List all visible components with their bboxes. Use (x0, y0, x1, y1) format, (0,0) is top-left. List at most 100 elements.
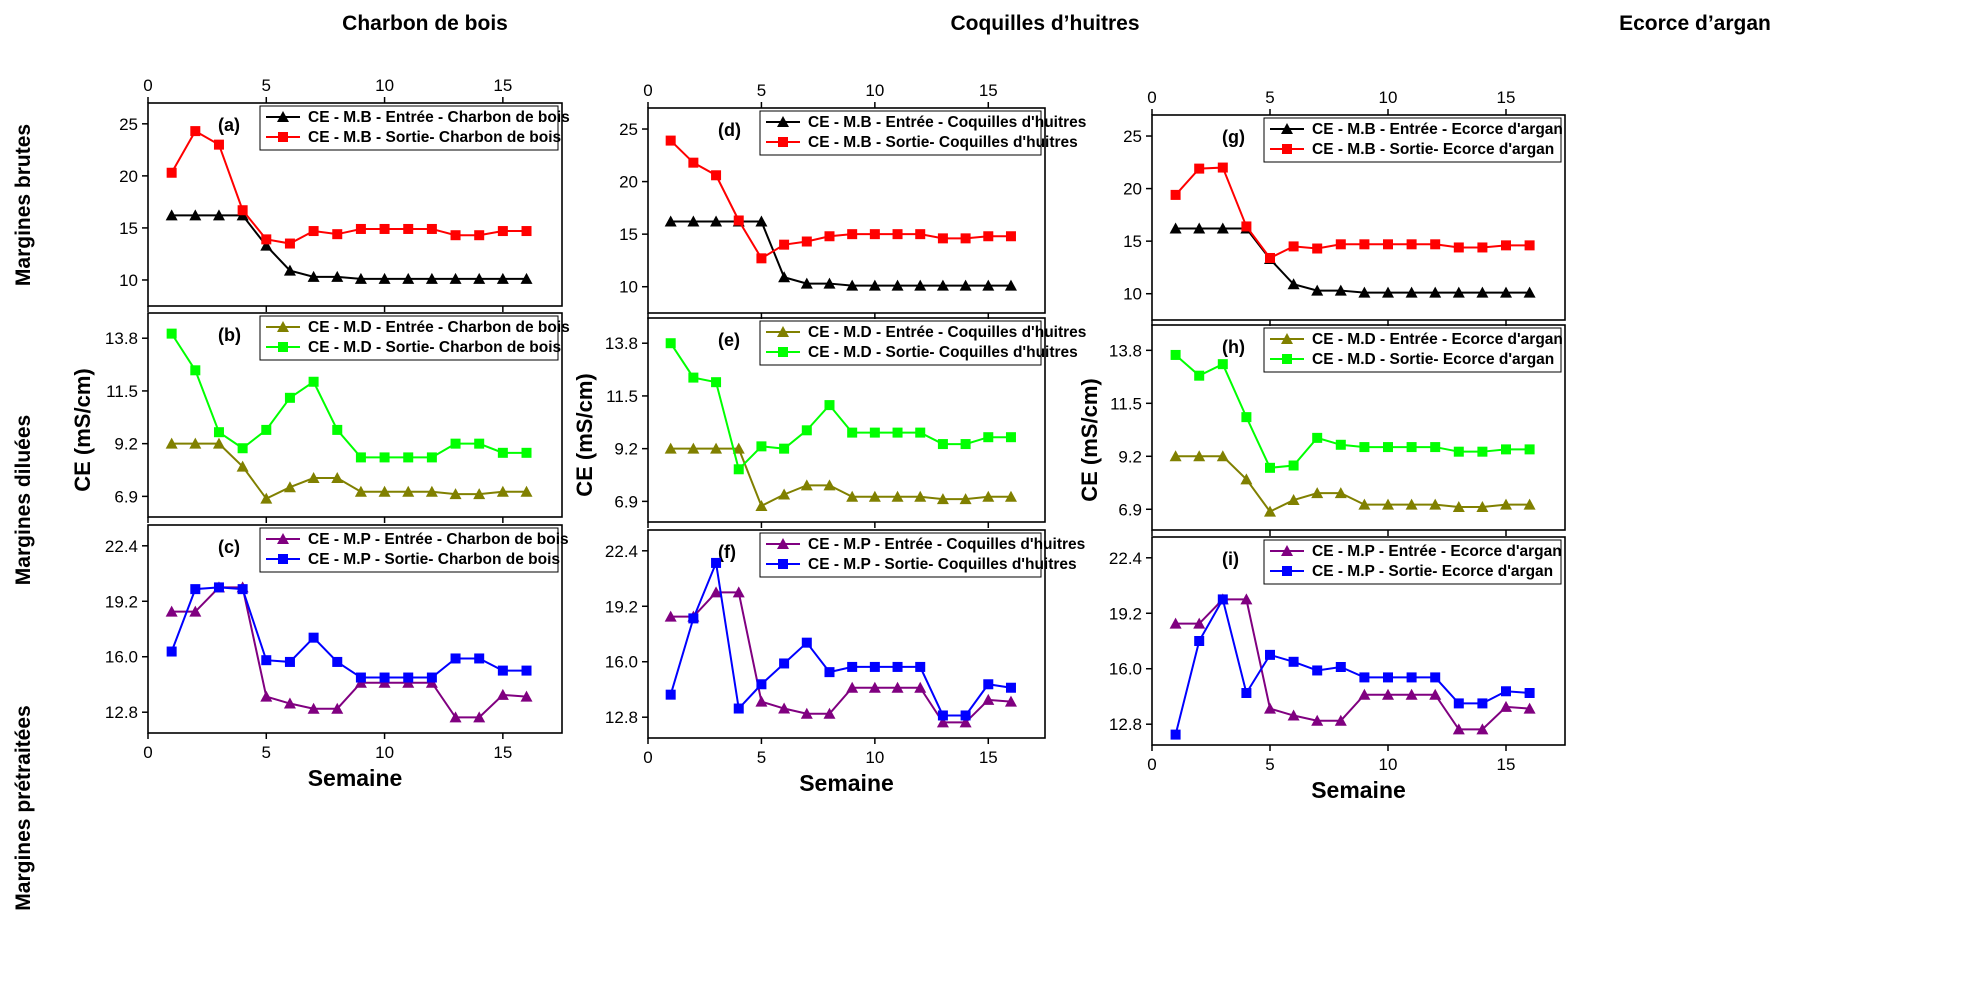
y-tick-label: 19.2 (605, 597, 638, 616)
data-point-square (1359, 442, 1370, 453)
data-point-triangle (1523, 702, 1536, 714)
data-point-triangle (1500, 498, 1512, 510)
data-point-triangle (823, 277, 836, 289)
legend-entry: CE - M.B - Entrée - Coquilles d'huitres (808, 114, 1086, 131)
y-tick-label: 25 (619, 120, 638, 139)
data-point-square (1406, 442, 1417, 453)
data-point-triangle (473, 272, 486, 284)
series-line (670, 447, 1011, 508)
data-point-square (1288, 241, 1299, 252)
data-point-square (379, 452, 390, 463)
panel-label: (d) (718, 120, 741, 140)
data-point-square (1005, 231, 1016, 242)
panel-label: (e) (718, 330, 740, 350)
chart-panel: 6.9 9.2 11.5 13.8 (e) CE - M.D - Entrée - Coq… (605, 317, 1086, 528)
row-title-pretraitees: Margines prétraitées (12, 705, 35, 910)
legend-box (259, 105, 559, 151)
legend-box (259, 315, 559, 361)
y-tick-label: 12.8 (105, 703, 138, 722)
panel-label: (a) (218, 115, 240, 135)
data-point-triangle (189, 437, 202, 449)
series-line (171, 214, 527, 280)
y-tick-label: 13.8 (105, 329, 138, 348)
y-tick-label: 16.0 (1109, 660, 1142, 679)
data-point-square (426, 223, 437, 234)
data-point-triangle (959, 279, 972, 291)
panel-label: (i) (1222, 549, 1239, 569)
data-point-triangle (378, 272, 391, 284)
data-point-square (847, 427, 858, 438)
data-point-square (824, 400, 835, 411)
data-point-square (1217, 594, 1228, 605)
data-point-triangle (1452, 723, 1465, 735)
data-point-triangle (1169, 617, 1182, 629)
plot-frame (147, 524, 563, 734)
data-point-triangle (1500, 286, 1512, 298)
data-point-square (1501, 686, 1511, 697)
data-point-square (1265, 649, 1275, 660)
data-point-triangle (496, 272, 509, 284)
x-tick-label: 0 (1147, 755, 1156, 774)
x-axis-title: Semaine (1311, 777, 1406, 803)
y-tick-label: 11.5 (106, 382, 138, 401)
data-point-square (1383, 239, 1393, 250)
legend-entry: CE - M.D - Entrée - Charbon de bois (308, 319, 570, 336)
y-tick-label: 20 (619, 173, 638, 192)
data-point-square (332, 229, 343, 240)
data-point-triangle (823, 479, 836, 491)
data-point-square (450, 230, 461, 241)
data-point-square (190, 584, 201, 595)
data-point-triangle (959, 716, 972, 728)
data-point-triangle (914, 681, 927, 693)
x-axis-title: Semaine (308, 765, 403, 791)
data-point-triangle (449, 488, 462, 500)
series-line (171, 442, 527, 500)
data-point-triangle (1287, 494, 1300, 506)
data-point-square (1265, 252, 1275, 263)
y-tick-label: 9.2 (1118, 447, 1142, 466)
data-point-triangle (1334, 487, 1347, 499)
data-point-triangle (846, 681, 859, 693)
legend-marker-square (278, 132, 288, 142)
data-point-triangle (1476, 723, 1489, 735)
y-tick-label: 10 (119, 271, 138, 290)
data-point-square (450, 653, 461, 664)
y-tick-label: 11.5 (1110, 394, 1142, 413)
panel-label: (h) (1222, 337, 1245, 357)
y-tick-label: 10 (619, 278, 638, 297)
data-point-square (261, 655, 272, 666)
data-point-square (1430, 672, 1441, 683)
data-point-triangle (283, 264, 296, 276)
x-tick-label-top: 5 (757, 81, 766, 100)
legend-entry: CE - M.P - Entrée - Ecorce d'argan (1312, 543, 1562, 560)
data-point-square (1312, 243, 1323, 254)
data-point-square (284, 656, 295, 667)
data-point-square (801, 236, 812, 247)
legend-marker-triangle (1281, 123, 1293, 134)
data-point-square (497, 226, 508, 237)
data-point-square (332, 656, 343, 667)
data-point-triangle (868, 681, 881, 693)
data-point-triangle (1216, 450, 1229, 462)
legend-marker-square (1282, 144, 1292, 154)
data-point-square (1524, 444, 1535, 455)
data-point-square (983, 231, 994, 242)
data-point-square (1194, 163, 1205, 174)
plot-frame (647, 529, 1046, 739)
data-point-square (1383, 442, 1393, 453)
data-point-square (711, 377, 722, 388)
data-point-square (213, 139, 224, 150)
column-title-coquilles: Coquilles d’huitres (950, 12, 1139, 35)
data-point-square (733, 215, 744, 226)
data-point-triangle (402, 485, 415, 497)
data-point-triangle (307, 702, 320, 714)
data-point-square (779, 239, 790, 250)
plot-frame (147, 102, 563, 307)
chart-panel: 12.8 16.0 19.2 22.4 0 5 10 15 Semaine (c) CE - M.P… (105, 524, 569, 791)
data-point-square (450, 438, 461, 449)
data-point-square (869, 661, 880, 672)
series-line (170, 586, 527, 679)
data-point-square (237, 205, 248, 216)
x-axis-title: Semaine (799, 770, 894, 796)
data-point-square (688, 372, 699, 383)
